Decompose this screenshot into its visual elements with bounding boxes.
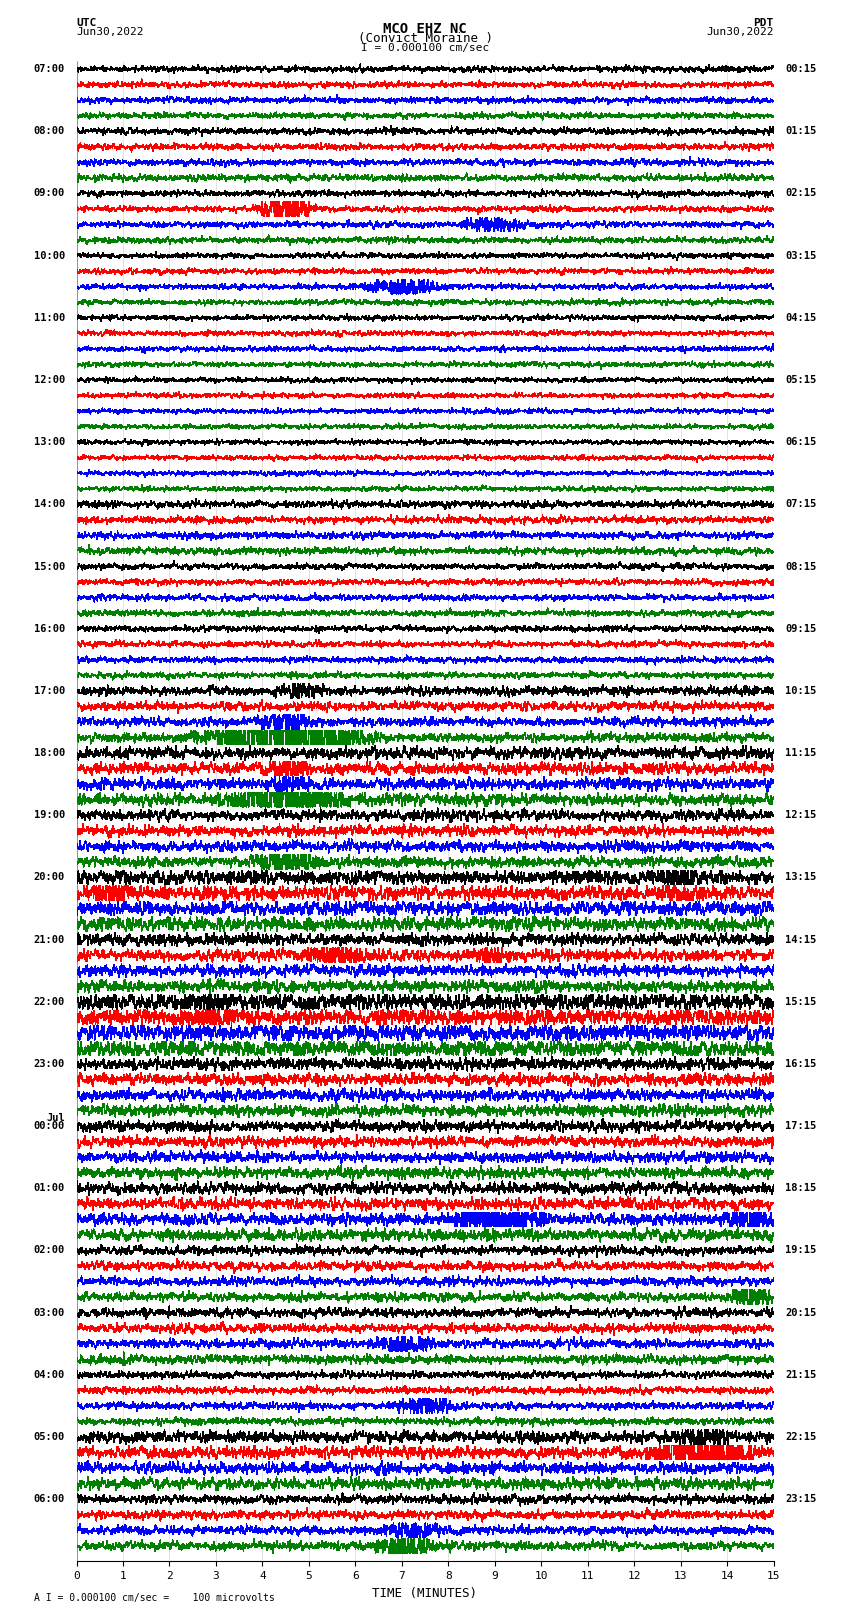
- Text: 12:00: 12:00: [34, 374, 65, 386]
- Text: 08:00: 08:00: [34, 126, 65, 135]
- Text: 11:00: 11:00: [34, 313, 65, 323]
- Text: 14:00: 14:00: [34, 500, 65, 510]
- Text: MCO EHZ NC: MCO EHZ NC: [383, 23, 467, 35]
- Text: 22:15: 22:15: [785, 1432, 816, 1442]
- Text: 06:00: 06:00: [34, 1494, 65, 1505]
- Text: 18:15: 18:15: [785, 1184, 816, 1194]
- Text: I = 0.000100 cm/sec: I = 0.000100 cm/sec: [361, 44, 489, 53]
- Text: 17:15: 17:15: [785, 1121, 816, 1131]
- Text: 13:15: 13:15: [785, 873, 816, 882]
- Text: 13:00: 13:00: [34, 437, 65, 447]
- Text: 04:00: 04:00: [34, 1369, 65, 1379]
- Text: 18:00: 18:00: [34, 748, 65, 758]
- Text: UTC: UTC: [76, 18, 97, 27]
- Text: 22:00: 22:00: [34, 997, 65, 1007]
- Text: 10:00: 10:00: [34, 250, 65, 261]
- Text: 15:15: 15:15: [785, 997, 816, 1007]
- Text: 09:00: 09:00: [34, 189, 65, 198]
- Text: 14:15: 14:15: [785, 934, 816, 945]
- Text: 21:15: 21:15: [785, 1369, 816, 1379]
- Text: (Convict Moraine ): (Convict Moraine ): [358, 32, 492, 45]
- Text: Jun30,2022: Jun30,2022: [76, 27, 144, 37]
- Text: 21:00: 21:00: [34, 934, 65, 945]
- Text: 07:00: 07:00: [34, 65, 65, 74]
- Text: 08:15: 08:15: [785, 561, 816, 571]
- Text: Jun30,2022: Jun30,2022: [706, 27, 774, 37]
- Text: 00:00: 00:00: [34, 1121, 65, 1131]
- Text: 19:15: 19:15: [785, 1245, 816, 1255]
- Text: 07:15: 07:15: [785, 500, 816, 510]
- Text: 05:15: 05:15: [785, 374, 816, 386]
- Text: 04:15: 04:15: [785, 313, 816, 323]
- Text: 12:15: 12:15: [785, 810, 816, 821]
- Text: 00:15: 00:15: [785, 65, 816, 74]
- Text: 23:15: 23:15: [785, 1494, 816, 1505]
- Text: 16:15: 16:15: [785, 1060, 816, 1069]
- Text: 01:15: 01:15: [785, 126, 816, 135]
- Text: 11:15: 11:15: [785, 748, 816, 758]
- Text: 17:00: 17:00: [34, 686, 65, 695]
- Text: 23:00: 23:00: [34, 1060, 65, 1069]
- Text: 16:00: 16:00: [34, 624, 65, 634]
- Text: 02:15: 02:15: [785, 189, 816, 198]
- Text: 02:00: 02:00: [34, 1245, 65, 1255]
- Text: 05:00: 05:00: [34, 1432, 65, 1442]
- Text: 03:15: 03:15: [785, 250, 816, 261]
- Text: 15:00: 15:00: [34, 561, 65, 571]
- Text: Jul: Jul: [46, 1113, 65, 1123]
- Text: A I = 0.000100 cm/sec =    100 microvolts: A I = 0.000100 cm/sec = 100 microvolts: [34, 1594, 275, 1603]
- Text: 09:15: 09:15: [785, 624, 816, 634]
- Text: 06:15: 06:15: [785, 437, 816, 447]
- X-axis label: TIME (MINUTES): TIME (MINUTES): [372, 1587, 478, 1600]
- Text: PDT: PDT: [753, 18, 774, 27]
- Text: 01:00: 01:00: [34, 1184, 65, 1194]
- Text: 19:00: 19:00: [34, 810, 65, 821]
- Text: 20:15: 20:15: [785, 1308, 816, 1318]
- Text: 03:00: 03:00: [34, 1308, 65, 1318]
- Text: 10:15: 10:15: [785, 686, 816, 695]
- Text: 20:00: 20:00: [34, 873, 65, 882]
